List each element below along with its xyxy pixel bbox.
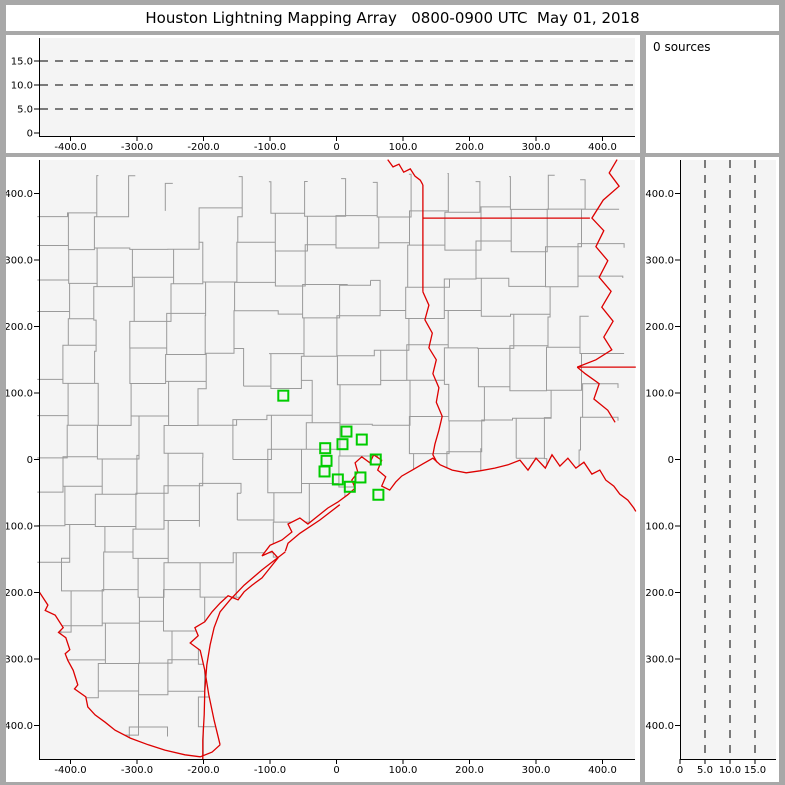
x-tick-label: 5.0 [697, 765, 713, 776]
title-bar: Houston Lightning Mapping Array 0800-090… [6, 5, 779, 31]
y-tick-label: -200.0 [6, 588, 33, 599]
x-tick-label: 400.0 [588, 142, 617, 153]
y-tick-label: -100.0 [645, 522, 674, 533]
axes [34, 160, 635, 764]
y-tick-label: 0 [27, 455, 33, 466]
plot-area [39, 38, 635, 136]
x-tick-label: -400.0 [54, 142, 86, 153]
x-tick-label: -300.0 [121, 765, 153, 776]
y-tick-label: 200.0 [645, 322, 674, 333]
axes [34, 38, 635, 141]
altitude-ew-plot[interactable]: 15.0 10.0 5.0 0 -400.0 -300.0 -200.0 -100.0 0 100… [6, 35, 640, 153]
x-tick-label: 400.0 [588, 765, 617, 776]
map-panel: 400.0 300.0 200.0 100.0 0 -100.0 -200.0 -300.0 -… [6, 157, 640, 782]
y-tick-label: -100.0 [6, 522, 33, 533]
tick-labels: 400.0 300.0 200.0 100.0 0 -100.0 -200.0 -300.0 -… [645, 189, 766, 776]
state-borders [38, 159, 637, 760]
station-marker [331, 473, 344, 486]
mississippi-river-south-path [576, 366, 616, 423]
altitude-ns-panel: 400.0 300.0 200.0 100.0 0 -100.0 -200.0 -300.0 -… [645, 157, 779, 782]
y-tick-label: -300.0 [645, 655, 674, 666]
tick-labels: 400.0 300.0 200.0 100.0 0 -100.0 -200.0 -300.0 -… [6, 189, 617, 776]
y-tick-label: 300.0 [645, 256, 674, 267]
plot-area [680, 160, 776, 759]
x-tick-label: 0 [333, 142, 339, 153]
lma-stations [277, 389, 385, 501]
window-title: Houston Lightning Mapping Array 0800-090… [145, 9, 640, 27]
coast-path [189, 453, 637, 745]
y-tick-label: 200.0 [6, 322, 33, 333]
x-tick-label: -200.0 [187, 765, 219, 776]
y-tick-label: 0 [27, 129, 33, 140]
y-tick-label: -200.0 [645, 588, 674, 599]
station-marker [369, 453, 382, 466]
y-tick-label: 100.0 [645, 389, 674, 400]
x-tick-label: 0 [677, 765, 683, 776]
y-tick-label: 10.0 [11, 81, 33, 92]
y-tick-label: -400.0 [6, 721, 33, 732]
mississippi-river-path [576, 159, 620, 368]
station-marker [340, 425, 353, 438]
x-tick-label: -300.0 [121, 142, 153, 153]
red-river-path [387, 159, 424, 186]
station-marker [277, 389, 290, 402]
tick-labels: 15.0 10.0 5.0 0 -400.0 -300.0 -200.0 -100.0 0 100… [11, 57, 617, 154]
y-tick-label: 300.0 [6, 256, 33, 267]
axes [675, 160, 776, 764]
y-tick-label: 400.0 [645, 189, 674, 200]
x-tick-label: -100.0 [254, 142, 286, 153]
x-tick-label: 200.0 [455, 765, 484, 776]
altitude-gridlines [704, 160, 756, 759]
y-tick-label: 5.0 [17, 105, 33, 116]
x-tick-label: -100.0 [254, 765, 286, 776]
y-tick-label: -300.0 [6, 655, 33, 666]
y-tick-label: 0 [668, 455, 674, 466]
x-tick-label: 300.0 [522, 765, 551, 776]
y-tick-label: -400.0 [645, 721, 674, 732]
altitude-ns-plot[interactable]: 400.0 300.0 200.0 100.0 0 -100.0 -200.0 -300.0 -… [645, 157, 779, 782]
x-tick-label: 10.0 [719, 765, 741, 776]
x-tick-label: 200.0 [455, 142, 484, 153]
plan-view-map[interactable]: 400.0 300.0 200.0 100.0 0 -100.0 -200.0 -300.0 -… [6, 157, 640, 782]
station-marker [318, 465, 331, 478]
sources-panel: 0 sources [646, 35, 779, 153]
x-tick-label: 15.0 [744, 765, 766, 776]
y-tick-label: 100.0 [6, 389, 33, 400]
station-marker [372, 488, 385, 501]
x-tick-label: -200.0 [187, 142, 219, 153]
x-tick-label: 100.0 [389, 765, 418, 776]
sources-count-label: 0 sources [653, 40, 711, 54]
x-tick-label: 100.0 [389, 142, 418, 153]
station-marker [354, 471, 367, 484]
matagorda-spit-path [284, 504, 341, 552]
sabine-river-path [422, 291, 443, 463]
y-tick-label: 400.0 [6, 189, 33, 200]
station-marker [319, 442, 332, 455]
altitude-gridlines [40, 60, 635, 110]
station-marker [336, 438, 349, 451]
altitude-ew-panel: 15.0 10.0 5.0 0 -400.0 -300.0 -200.0 -100.0 0 100… [6, 35, 640, 153]
barrier-island-path [202, 551, 286, 760]
station-marker [355, 433, 368, 446]
x-tick-label: 0 [333, 765, 339, 776]
station-marker [343, 480, 356, 493]
x-tick-label: 300.0 [522, 142, 551, 153]
x-tick-label: -400.0 [54, 765, 86, 776]
y-tick-label: 15.0 [11, 57, 33, 68]
rio-grande-path [38, 591, 221, 758]
